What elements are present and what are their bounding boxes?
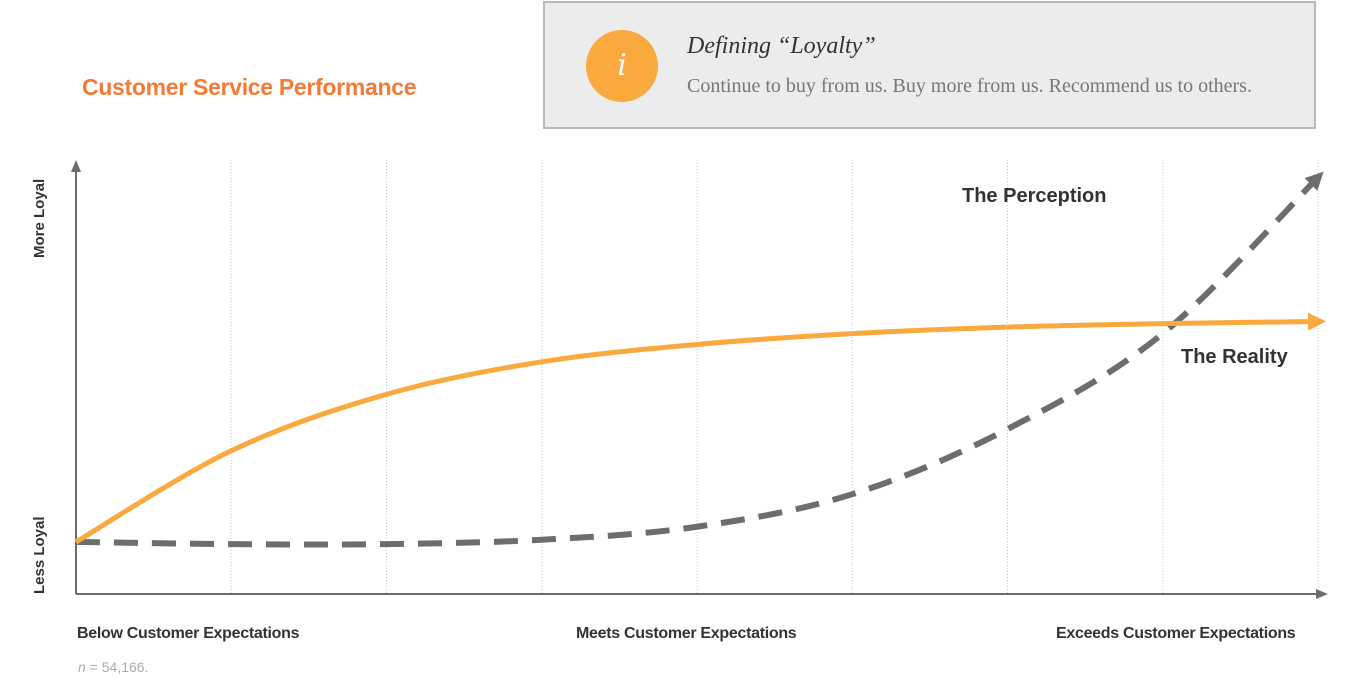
- n-symbol: n: [78, 659, 86, 675]
- perception-arrow-icon: [1304, 171, 1324, 191]
- reality-arrow-icon: [1307, 312, 1326, 331]
- label-reality: The Reality: [1181, 346, 1289, 368]
- info-box: i Defining “Loyalty” Continue to buy fro…: [543, 1, 1316, 129]
- info-icon: i: [586, 30, 658, 102]
- chart-title: Customer Service Performance: [82, 74, 417, 100]
- series-line-perception: [75, 175, 1321, 548]
- y-label-top: More Loyal: [31, 179, 48, 258]
- y-axis-arrow-icon: [71, 160, 81, 172]
- grid-lines: [230, 160, 1319, 594]
- info-body: Continue to buy from us. Buy more from u…: [687, 75, 1252, 97]
- sample-size-note: n = 54,166.: [78, 659, 148, 675]
- x-label-right: Exceeds Customer Expectations: [1056, 625, 1296, 642]
- y-label-bottom: Less Loyal: [31, 516, 48, 594]
- x-label-mid: Meets Customer Expectations: [576, 625, 797, 642]
- x-axis-arrow-icon: [1316, 589, 1328, 599]
- n-value: = 54,166.: [85, 659, 149, 675]
- series-line-reality: [74, 318, 1319, 545]
- label-perception: The Perception: [962, 185, 1106, 207]
- info-heading: Defining “Loyalty”: [687, 33, 876, 59]
- x-label-left: Below Customer Expectations: [77, 625, 300, 642]
